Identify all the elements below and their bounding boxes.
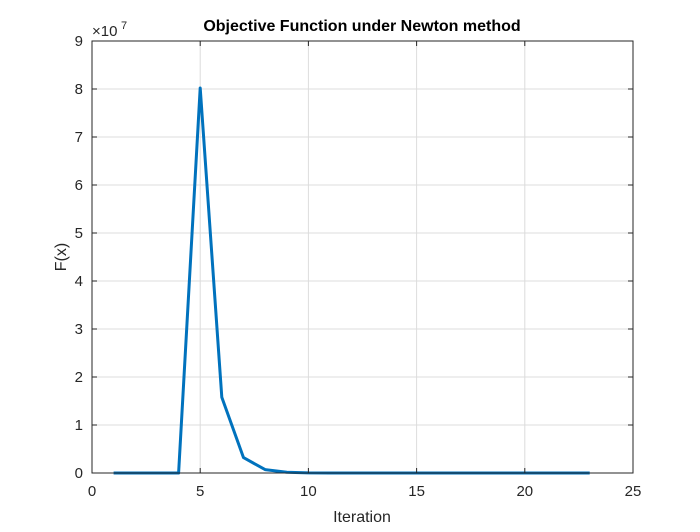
y-tick-label: 6 <box>75 177 83 194</box>
x-grid <box>199 41 526 473</box>
y-tick-label: 7 <box>75 129 83 146</box>
x-tick-label: 15 <box>408 483 425 500</box>
y-tick-label: 9 <box>75 33 83 50</box>
y-exponent-base: ×10 <box>92 23 117 40</box>
y-tick-label: 0 <box>75 465 83 482</box>
plot-area <box>92 41 633 473</box>
chart-title: Objective Function under Newton method <box>203 18 520 35</box>
y-tick-label: 2 <box>75 369 83 386</box>
y-tick-label: 4 <box>75 273 83 290</box>
x-tick-label: 5 <box>196 483 204 500</box>
y-tick-label: 5 <box>75 225 83 242</box>
y-ticks: 0 1 2 3 4 5 6 7 8 9 <box>75 33 633 482</box>
x-tick-label: 10 <box>300 483 317 500</box>
y-tick-label: 3 <box>75 321 83 338</box>
x-tick-label: 0 <box>88 483 96 500</box>
x-tick-label: 25 <box>625 483 642 500</box>
y-exponent-power: 7 <box>121 20 127 32</box>
plot-box <box>91 40 634 474</box>
y-tick-label: 1 <box>75 417 83 434</box>
y-tick-label: 8 <box>75 81 83 98</box>
y-axis-label: F(x) <box>53 243 70 271</box>
x-axis-label: Iteration <box>333 509 391 526</box>
x-ticks: 0 5 10 15 20 25 <box>88 41 642 500</box>
x-tick-label: 20 <box>516 483 533 500</box>
